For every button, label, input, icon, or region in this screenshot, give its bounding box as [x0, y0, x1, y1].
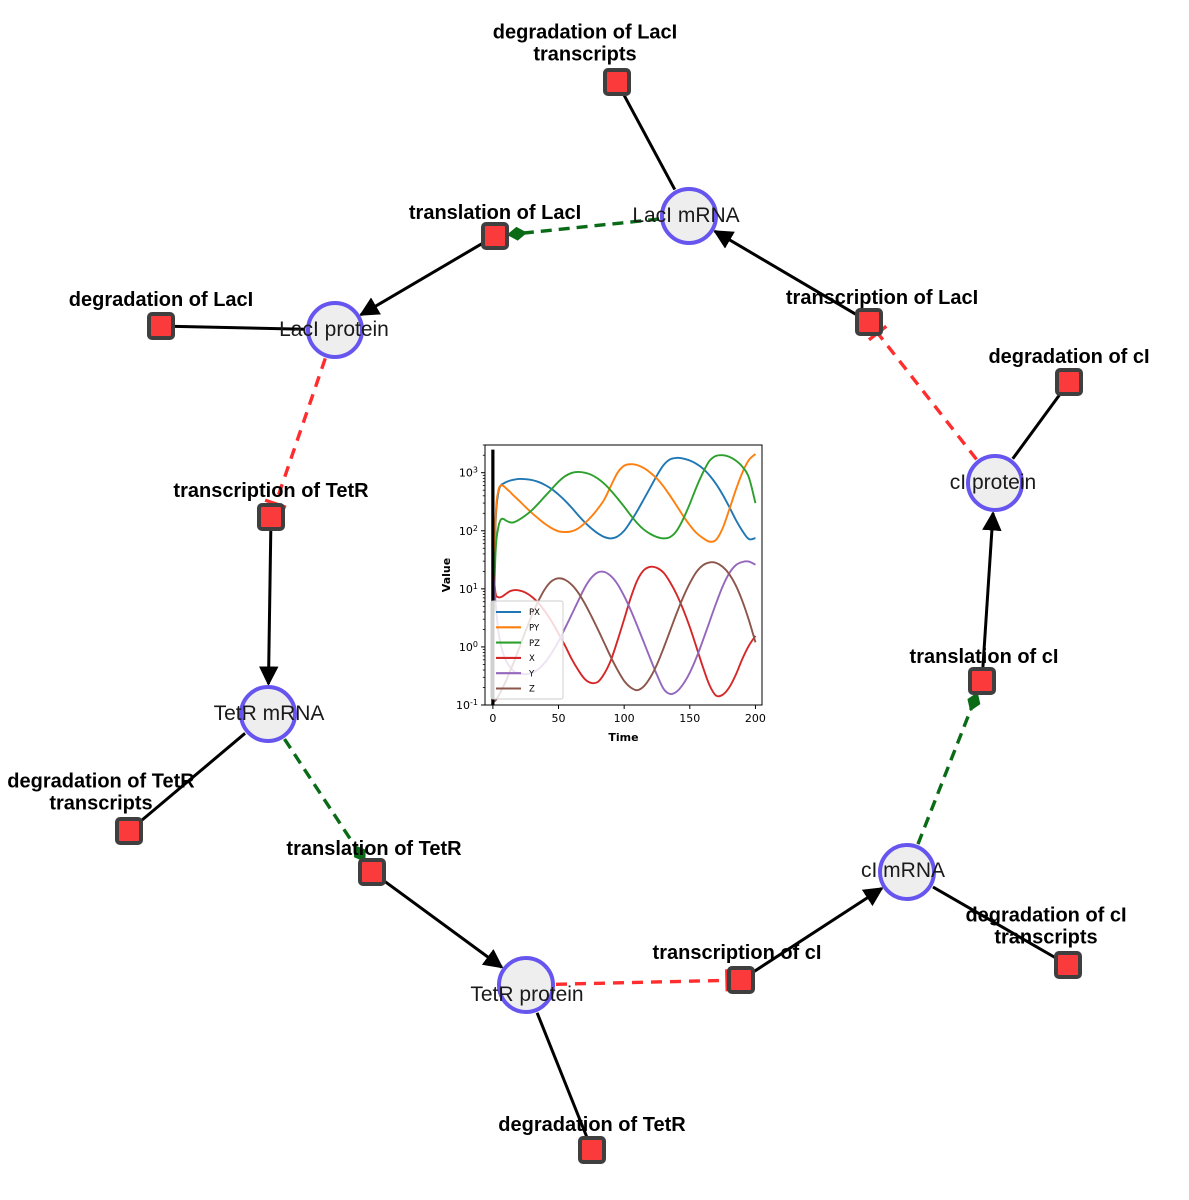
legend-box [490, 600, 564, 700]
edge-product [283, 738, 366, 863]
reaction-node-transcription_ci[interactable] [727, 966, 755, 994]
species-node-tetr_protein[interactable] [497, 956, 555, 1014]
species-node-laci_protein[interactable] [306, 301, 364, 359]
species-label-laci_mrna: LacI mRNA [632, 204, 740, 227]
edge-inhibition [555, 978, 728, 987]
reaction-label-translation_ci: translation of cI [909, 645, 1059, 668]
reaction-node-deg_laci_transcripts[interactable] [603, 68, 631, 96]
edge-substrate [1011, 392, 1062, 460]
reaction-node-translation_laci[interactable] [481, 222, 509, 250]
edge-substrate [981, 510, 1002, 668]
x-tick-label: 0 [489, 712, 496, 725]
x-tick-label: 100 [614, 712, 635, 725]
legend-label-X: X [529, 654, 535, 664]
edges-layer [138, 93, 1062, 1138]
reaction-node-translation_tetr[interactable] [358, 858, 386, 886]
reaction-label-deg_tetr: degradation of TetR [498, 1113, 686, 1136]
edge-inhibition [273, 357, 327, 505]
series-line-PX [491, 456, 756, 647]
reaction-node-deg_ci[interactable] [1055, 368, 1083, 396]
reaction-node-deg_ci_transcripts[interactable] [1054, 951, 1082, 979]
legend-label-PX: PX [529, 608, 540, 618]
y-axis-label: Value [440, 558, 453, 592]
legend-label-PY: PY [529, 624, 540, 634]
reaction-label-deg_laci: degradation of LacI [68, 288, 254, 311]
edge-substrate [174, 324, 306, 331]
reaction-node-deg_tetr_transcripts[interactable] [115, 817, 143, 845]
reaction-label-deg_ci: degradation of cI [988, 345, 1150, 368]
x-tick-label: 150 [679, 712, 700, 725]
reaction-label-translation_tetr: translation of TetR [286, 837, 462, 860]
edge-substrate [535, 1012, 589, 1138]
edge-substrate [138, 732, 247, 824]
series-line-PZ [491, 454, 757, 647]
edge-inhibition [876, 331, 978, 461]
nodes-layer [115, 68, 1083, 1164]
reaction-node-transcription_laci[interactable] [855, 308, 883, 336]
edge-product [916, 692, 981, 845]
reaction-label-transcription_laci: transcription of LacI [785, 286, 979, 309]
edge-substrate [258, 530, 279, 686]
species-label-laci_protein: LacI protein [279, 318, 389, 341]
reaction-label-deg_laci_transcripts: degradation of LacI transcripts [492, 21, 678, 66]
species-label-ci_protein: cI protein [949, 471, 1037, 494]
reaction-label-transcription_ci: transcription of cI [652, 941, 822, 964]
reaction-label-translation_laci: translation of LacI [408, 201, 582, 224]
series-line-PY [491, 453, 757, 647]
species-node-ci_protein[interactable] [966, 454, 1024, 512]
legend-label-PZ: PZ [529, 639, 540, 649]
edge-substrate [932, 885, 1057, 960]
species-node-ci_mrna[interactable] [878, 843, 936, 901]
edge-product [506, 217, 660, 241]
edge-substrate [359, 241, 484, 317]
species-label-tetr_protein: TetR protein [470, 983, 584, 1006]
edge-substrate [751, 887, 884, 974]
reaction-node-transcription_tetr[interactable] [257, 503, 285, 531]
x-tick-label: 200 [745, 712, 766, 725]
reaction-node-deg_laci[interactable] [147, 312, 175, 340]
x-axis-label: Time [608, 731, 638, 744]
edge-substrate [713, 229, 858, 317]
reaction-node-translation_ci[interactable] [968, 667, 996, 695]
species-label-ci_mrna: cI mRNA [861, 859, 945, 882]
species-node-tetr_mrna[interactable] [239, 685, 297, 743]
species-label-tetr_mrna: TetR mRNA [213, 702, 325, 725]
edge-substrate [382, 879, 504, 969]
reaction-label-transcription_tetr: transcription of TetR [173, 479, 369, 502]
edge-substrate [622, 93, 677, 191]
reaction-label-deg_tetr_transcripts: degradation of TetR transcripts [7, 770, 195, 815]
series-line-X [491, 565, 757, 698]
x-tick-label: 50 [552, 712, 566, 725]
legend-label-Z: Z [529, 685, 535, 695]
legend-label-Y: Y [528, 669, 535, 679]
reaction-node-deg_tetr[interactable] [578, 1136, 606, 1164]
species-node-laci_mrna[interactable] [660, 187, 718, 245]
plot-legend: PX PY PZ XYZ [490, 600, 564, 700]
reaction-label-deg_ci_transcripts: degradation of cI transcripts [965, 904, 1127, 949]
timecourse-inset-plot: 0 50 100 150 200 10-1 100 101 102 103 PX PY PZ X Y Z T… [437, 437, 769, 759]
